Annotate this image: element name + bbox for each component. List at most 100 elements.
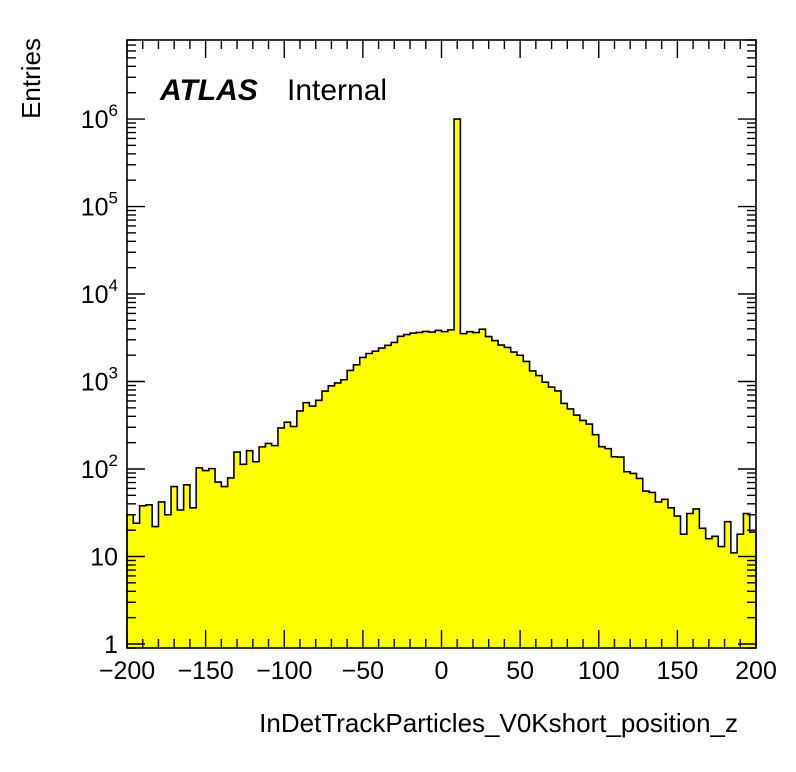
histogram-bars [127, 119, 757, 648]
histogram-bar [227, 477, 235, 648]
histogram-bar [466, 331, 474, 648]
histogram-bar [718, 546, 725, 648]
histogram-bar [428, 332, 436, 648]
histogram-bar [472, 332, 480, 648]
histogram-bar [340, 379, 348, 648]
histogram-bar [183, 484, 191, 648]
histogram-bar [202, 470, 210, 648]
histogram-bar [164, 514, 172, 648]
histogram-bar [139, 505, 147, 648]
histogram-bar [359, 357, 367, 648]
internal-label: Internal [287, 74, 387, 107]
histogram-bar [410, 333, 417, 648]
histogram-bar [397, 336, 405, 648]
histogram-bar [384, 345, 392, 648]
histogram-bar [491, 340, 499, 648]
x-tick-label: −200 [99, 657, 155, 685]
histogram-bar [737, 534, 744, 648]
histogram-bar [743, 513, 751, 648]
histogram-bar [303, 402, 310, 648]
histogram-bar [730, 552, 738, 648]
histogram-bar [579, 420, 587, 648]
histogram-bar [548, 387, 556, 648]
x-tick-label: −100 [256, 657, 312, 685]
histogram-outline [126, 118, 757, 648]
histogram-bar [542, 382, 549, 648]
histogram-bar [321, 391, 329, 648]
histogram-bar [586, 424, 593, 648]
histogram-bar [479, 329, 486, 648]
histogram-bar [233, 452, 241, 648]
histogram-bar [133, 523, 140, 648]
histogram-bar [686, 513, 694, 648]
histogram-bar [705, 538, 713, 648]
histogram-bar [749, 532, 757, 648]
histogram-bar [208, 468, 216, 648]
histogram-bar [171, 486, 178, 648]
histogram-bar [152, 526, 159, 648]
x-tick-label: −50 [342, 657, 384, 685]
x-axis-title: InDetTrackParticles_V0Kshort_position_z [259, 708, 738, 738]
histogram-bar [561, 403, 568, 648]
atlas-label: ATLAS [159, 74, 258, 107]
y-tick-label: 104 [81, 276, 118, 309]
histogram-bar [391, 342, 398, 648]
y-axis-title: Entries [16, 38, 46, 119]
x-tick-label: 150 [657, 657, 699, 685]
histogram-bar [277, 427, 285, 648]
histogram-bar [529, 370, 537, 648]
histogram-bar [535, 375, 543, 648]
y-tick-labels: 1 10 102 103 104 105 106 [81, 101, 118, 659]
histogram-bar [516, 355, 524, 648]
histogram-bar [366, 353, 373, 648]
histogram-bar [296, 410, 304, 648]
histogram-bar [573, 415, 581, 648]
y-tick-label: 105 [81, 189, 118, 222]
y-tick-label: 102 [81, 451, 118, 484]
histogram-bar [127, 514, 134, 648]
x-tick-label: 50 [506, 657, 534, 685]
histogram-bar [246, 450, 254, 648]
histogram-bar [454, 119, 461, 648]
histogram-bar [649, 492, 656, 648]
histogram-bar [215, 482, 222, 648]
y-tick-label: 1 [104, 631, 118, 659]
histogram-bar [403, 334, 411, 648]
histogram-bar [328, 385, 335, 648]
histogram-bar [145, 504, 153, 648]
x-tick-label: 100 [578, 657, 620, 685]
y-tick-label: 103 [81, 364, 118, 397]
histogram-bar [422, 331, 430, 648]
x-tick-label: 0 [435, 657, 449, 685]
histogram-bar [221, 486, 229, 648]
histogram-bar [290, 426, 298, 648]
histogram-bar [485, 336, 493, 648]
histogram-bar [554, 390, 562, 648]
histogram-bar [567, 408, 574, 648]
histogram-bar [693, 508, 700, 648]
histogram-bar [680, 534, 688, 648]
histogram-bar [711, 536, 719, 648]
histogram-bar [441, 331, 449, 648]
histogram-bar [309, 406, 317, 648]
x-tick-label: 200 [735, 657, 777, 685]
histogram-bar [372, 351, 379, 648]
histogram-bar [259, 446, 266, 648]
x-tick-labels: −200 −150 −100 −50 0 50 100 150 200 [99, 657, 777, 685]
histogram-bar [378, 348, 386, 648]
histogram-bar [642, 491, 650, 648]
histogram-bar [265, 443, 273, 648]
histogram-bar [655, 501, 663, 648]
y-tick-label: 106 [81, 101, 118, 134]
histogram-bar [523, 361, 530, 648]
histogram-bar [353, 364, 361, 648]
histogram-bar [661, 499, 669, 648]
histogram-bar [605, 448, 612, 648]
histogram-bar [699, 528, 707, 648]
histogram-bar [158, 501, 166, 648]
histogram-bar [667, 507, 675, 648]
histogram-bar [416, 332, 424, 648]
histogram-bar [315, 400, 323, 648]
axis-ticks [126, 39, 757, 649]
